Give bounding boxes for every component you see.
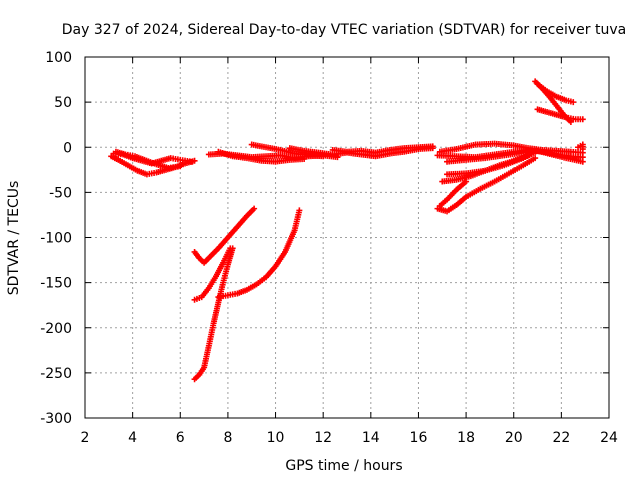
data-point — [579, 158, 586, 165]
x-tick-label: 2 — [81, 430, 90, 446]
y-tick-label: -100 — [40, 231, 72, 247]
series-track-k — [191, 245, 236, 383]
data-point — [534, 147, 541, 154]
data-point — [429, 143, 436, 150]
y-tick-label: -300 — [40, 411, 72, 427]
data-point — [191, 157, 198, 164]
data-point — [532, 155, 539, 162]
x-tick-label: 4 — [128, 430, 137, 446]
x-tick-label: 12 — [314, 430, 332, 446]
series-track-l — [215, 207, 303, 301]
y-tick-label: 50 — [54, 95, 72, 111]
x-tick-label: 22 — [552, 430, 570, 446]
x-tick-label: 20 — [505, 430, 523, 446]
data-point — [525, 152, 532, 159]
tick-layer: 2 4 6 8 10 12 14 16 18 20 22 24-300-250-200-150-100… — [40, 50, 618, 446]
plot-frame — [84, 56, 610, 419]
data-point — [570, 99, 577, 106]
y-tick-label: -150 — [40, 276, 72, 292]
series-track-o — [444, 147, 586, 165]
series-track-w — [575, 141, 586, 153]
grid-layer — [85, 57, 609, 418]
data-point — [579, 146, 586, 153]
y-tick-label: 100 — [45, 50, 72, 66]
y-tick-label: -50 — [49, 185, 72, 201]
data-point — [229, 245, 236, 252]
x-tick-label: 8 — [223, 430, 232, 446]
data-point — [463, 178, 470, 185]
series-track-u — [534, 81, 577, 106]
series-track-s — [436, 178, 470, 209]
y-tick-label: 0 — [63, 140, 72, 156]
x-tick-label: 18 — [457, 430, 475, 446]
data-point — [251, 205, 258, 212]
data-point — [296, 207, 303, 214]
series-track-q — [439, 152, 532, 185]
y-axis-label: SDTVAR / TECUs — [6, 181, 22, 296]
data-point — [579, 116, 586, 123]
data-layer — [108, 78, 586, 383]
y-tick-label: -200 — [40, 321, 72, 337]
x-tick-label: 14 — [362, 430, 380, 446]
x-tick-label: 16 — [410, 430, 428, 446]
x-tick-label: 24 — [600, 430, 618, 446]
x-tick-label: 6 — [176, 430, 185, 446]
series-track-c — [112, 148, 184, 172]
series-track-h — [329, 143, 436, 156]
series-track-f — [248, 141, 327, 160]
series-track-i — [191, 205, 258, 266]
series-track-v — [534, 106, 586, 123]
data-point — [177, 163, 184, 170]
y-tick-label: -250 — [40, 366, 72, 382]
x-axis-label: GPS time / hours — [285, 458, 402, 474]
chart-title: Day 327 of 2024, Sidereal Day-to-day VTE… — [62, 22, 626, 38]
x-tick-label: 10 — [267, 430, 285, 446]
series-track-r — [434, 155, 539, 215]
